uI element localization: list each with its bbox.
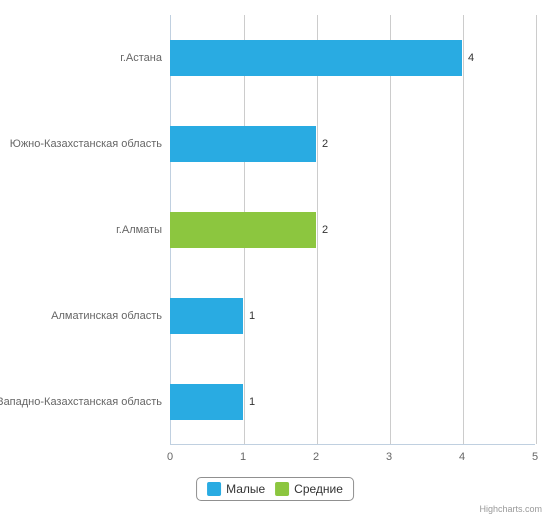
category-label: г.Астана xyxy=(120,52,162,64)
x-tick-label: 3 xyxy=(386,451,392,463)
bar[interactable] xyxy=(170,384,243,420)
gridline xyxy=(390,15,391,444)
value-label: 2 xyxy=(322,138,328,150)
value-label: 1 xyxy=(249,396,255,408)
legend-item-medium[interactable]: Средние xyxy=(275,482,343,496)
value-label: 4 xyxy=(468,52,474,64)
x-tick-label: 0 xyxy=(167,451,173,463)
legend-label: Средние xyxy=(294,482,343,496)
credits-label: Highcharts.com xyxy=(479,504,542,514)
legend-swatch xyxy=(207,482,221,496)
bar[interactable] xyxy=(170,212,316,248)
bar[interactable] xyxy=(170,40,462,76)
x-tick-label: 1 xyxy=(240,451,246,463)
bar[interactable] xyxy=(170,126,316,162)
value-label: 1 xyxy=(249,310,255,322)
x-tick-label: 4 xyxy=(459,451,465,463)
category-label: Западно-Казахстанская область xyxy=(0,396,162,408)
legend-swatch xyxy=(275,482,289,496)
gridline xyxy=(317,15,318,444)
value-label: 2 xyxy=(322,224,328,236)
x-tick-label: 5 xyxy=(532,451,538,463)
gridline xyxy=(463,15,464,444)
gridline xyxy=(536,15,537,444)
category-label: Алматинская область xyxy=(51,310,162,322)
bar[interactable] xyxy=(170,298,243,334)
legend: Малые Средние xyxy=(196,477,354,501)
regions-bar-chart: Малые Средние Highcharts.com 0 1 2 3 4 5 г.Аста… xyxy=(0,0,550,514)
category-label: г.Алматы xyxy=(116,224,162,236)
legend-label: Малые xyxy=(226,482,265,496)
legend-item-small[interactable]: Малые xyxy=(207,482,265,496)
x-tick-label: 2 xyxy=(313,451,319,463)
category-label: Южно-Казахстанская область xyxy=(10,138,162,150)
